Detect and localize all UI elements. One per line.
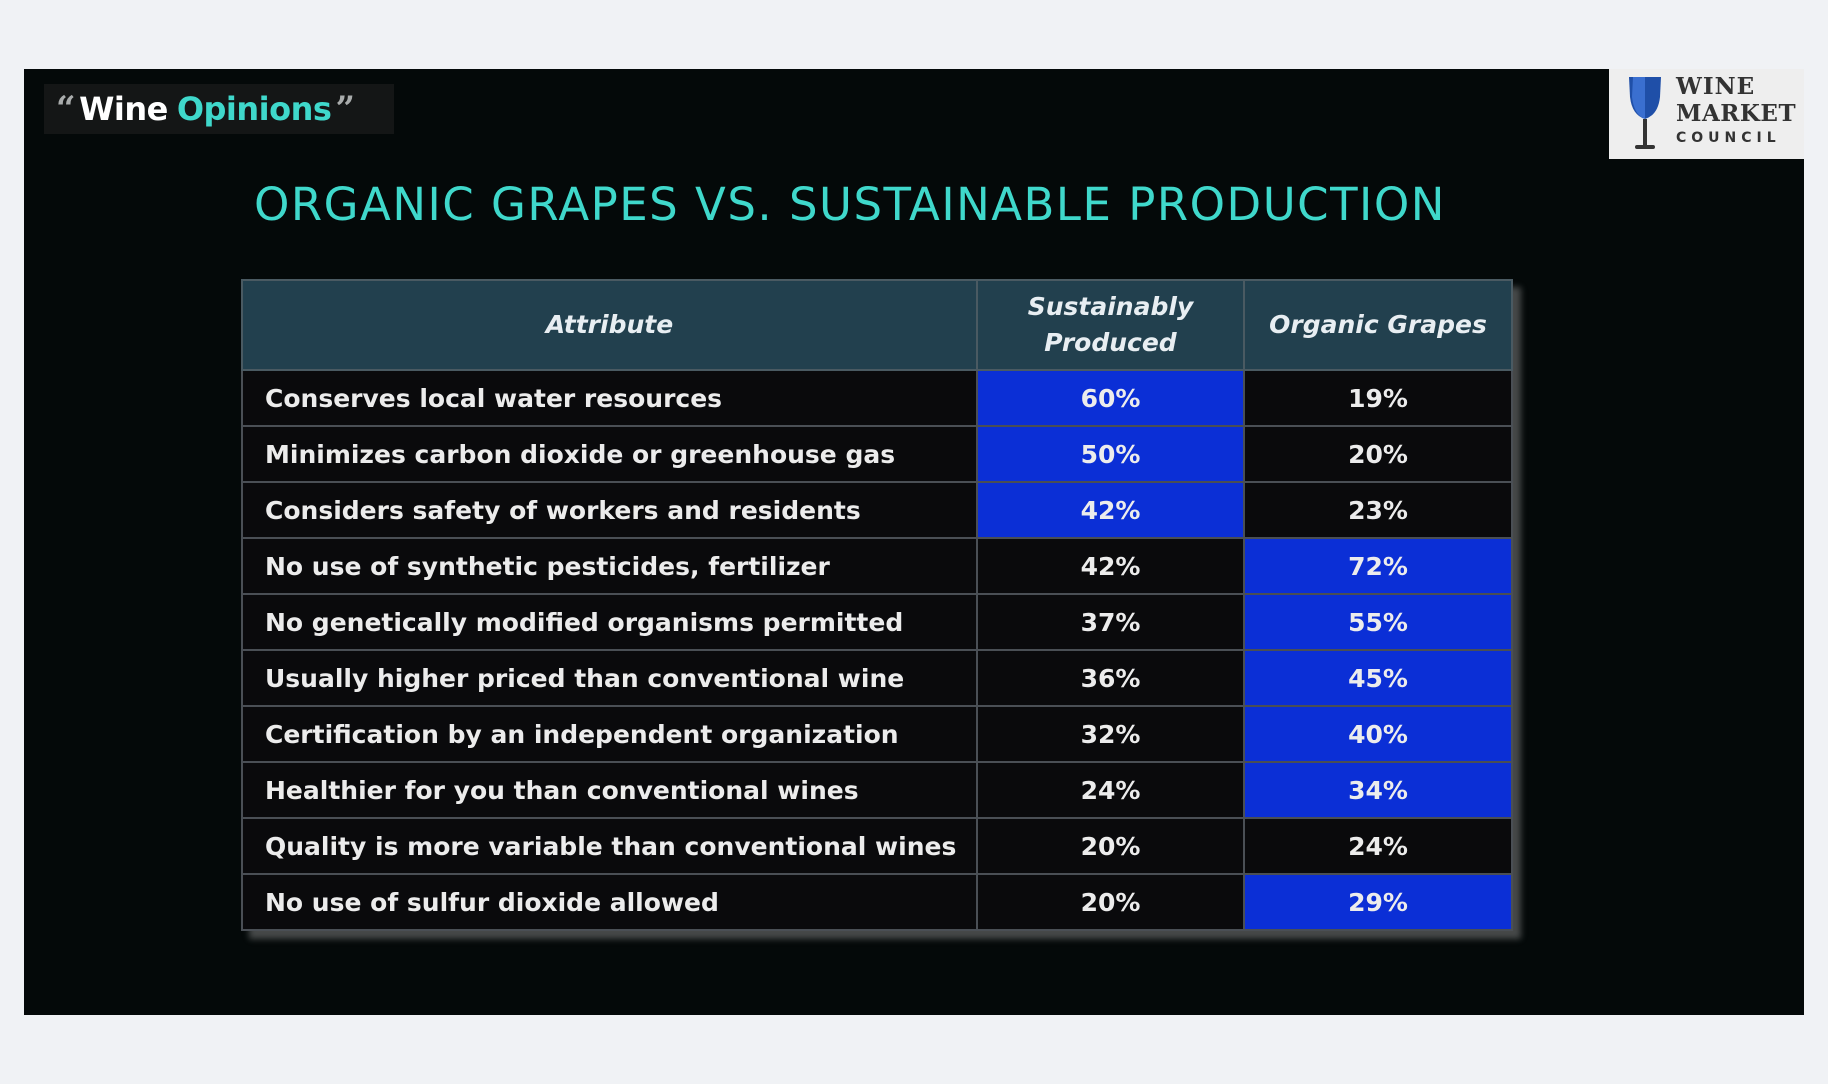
sustainably-value-cell: 32% — [976, 705, 1245, 763]
organic-value-cell: 19% — [1243, 369, 1513, 427]
table-row: No use of sulfur dioxide allowed 20% 29% — [241, 873, 1513, 931]
table-header-row: Attribute Sustainably Produced Organic G… — [241, 279, 1513, 371]
wine-opinions-logo: “ Wine Opinions ” — [44, 84, 394, 134]
attribute-cell: Minimizes carbon dioxide or greenhouse g… — [241, 425, 978, 483]
header-sustainably-produced: Sustainably Produced — [976, 279, 1245, 371]
sustainably-value-cell: 42% — [976, 481, 1245, 539]
organic-value-cell: 29% — [1243, 873, 1513, 931]
table-row: Certification by an independent organiza… — [241, 705, 1513, 763]
table-body: Conserves local water resources 60% 19% Min… — [241, 369, 1513, 931]
slide-title: ORGANIC GRAPES VS. SUSTAINABLE PRODUCTIO… — [254, 178, 1446, 231]
logo-word-opinions: Opinions — [176, 90, 332, 128]
sustainably-value-cell: 20% — [976, 817, 1245, 875]
attribute-cell: No use of sulfur dioxide allowed — [241, 873, 978, 931]
organic-value-cell: 34% — [1243, 761, 1513, 819]
header-organic-grapes: Organic Grapes — [1243, 279, 1513, 371]
council-line-market: MARKET — [1676, 100, 1797, 127]
attribute-cell: Conserves local water resources — [241, 369, 978, 427]
table-row: Conserves local water resources 60% 19% — [241, 369, 1513, 427]
table-row: Usually higher priced than conventional … — [241, 649, 1513, 707]
sustainably-value-cell: 37% — [976, 593, 1245, 651]
attribute-cell: Healthier for you than conventional wine… — [241, 761, 978, 819]
organic-value-cell: 40% — [1243, 705, 1513, 763]
organic-value-cell: 20% — [1243, 425, 1513, 483]
comparison-table: Attribute Sustainably Produced Organic G… — [241, 279, 1513, 931]
sustainably-value-cell: 24% — [976, 761, 1245, 819]
logo-word-wine: Wine — [79, 90, 168, 128]
organic-value-cell: 23% — [1243, 481, 1513, 539]
sustainably-value-cell: 36% — [976, 649, 1245, 707]
table-row: No genetically modified organisms permit… — [241, 593, 1513, 651]
organic-value-cell: 45% — [1243, 649, 1513, 707]
table-row: Quality is more variable than convention… — [241, 817, 1513, 875]
table-row: Considers safety of workers and resident… — [241, 481, 1513, 539]
attribute-cell: Certification by an independent organiza… — [241, 705, 978, 763]
logo-open-quote: “ — [56, 89, 76, 129]
attribute-cell: No genetically modified organisms permit… — [241, 593, 978, 651]
table-row: Minimizes carbon dioxide or greenhouse g… — [241, 425, 1513, 483]
organic-value-cell: 55% — [1243, 593, 1513, 651]
sustainably-value-cell: 42% — [976, 537, 1245, 595]
organic-value-cell: 72% — [1243, 537, 1513, 595]
slide: “ Wine Opinions ” WINE MARKET COUNCIL OR… — [24, 69, 1804, 1015]
organic-value-cell: 24% — [1243, 817, 1513, 875]
attribute-cell: Quality is more variable than convention… — [241, 817, 978, 875]
council-line-council: COUNCIL — [1676, 130, 1781, 146]
wine-market-council-logo: WINE MARKET COUNCIL — [1609, 69, 1804, 159]
sustainably-value-cell: 20% — [976, 873, 1245, 931]
attribute-cell: Considers safety of workers and resident… — [241, 481, 978, 539]
sustainably-value-cell: 60% — [976, 369, 1245, 427]
logo-close-quote: ” — [335, 89, 355, 129]
table-row: Healthier for you than conventional wine… — [241, 761, 1513, 819]
attribute-cell: No use of synthetic pesticides, fertiliz… — [241, 537, 978, 595]
attribute-cell: Usually higher priced than conventional … — [241, 649, 978, 707]
council-line-wine: WINE — [1676, 73, 1756, 100]
header-attribute: Attribute — [241, 279, 978, 371]
sustainably-value-cell: 50% — [976, 425, 1245, 483]
table-row: No use of synthetic pesticides, fertiliz… — [241, 537, 1513, 595]
wine-glass-icon — [1629, 77, 1661, 149]
